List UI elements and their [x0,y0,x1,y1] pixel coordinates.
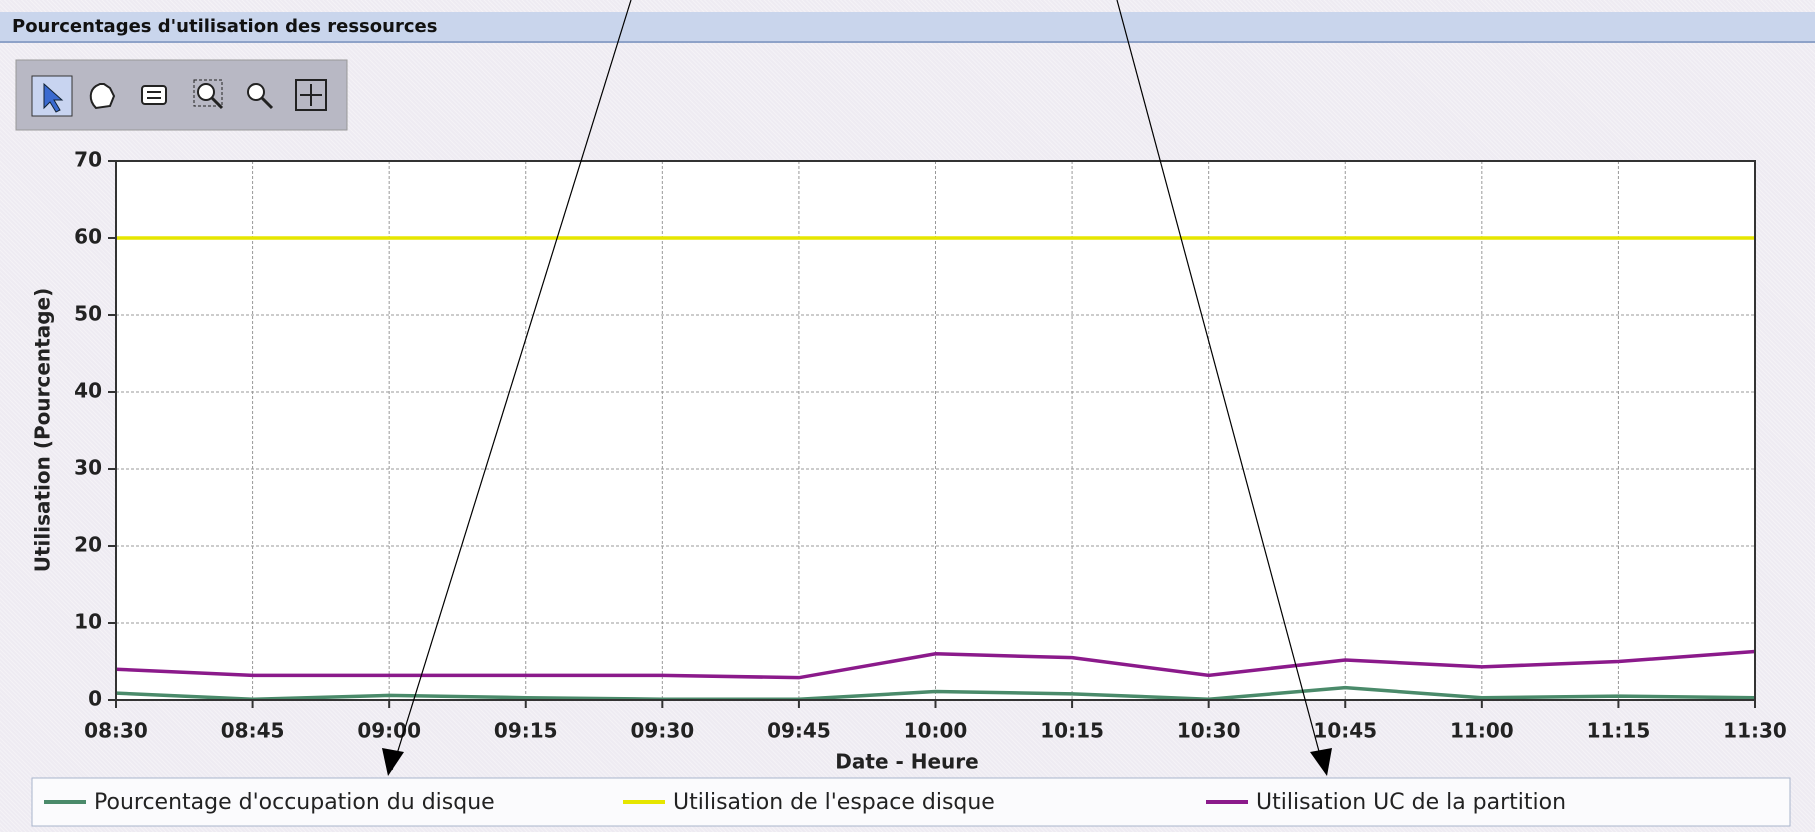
zoom-out-tool[interactable] [247,83,265,101]
x-tick-label: 08:45 [221,719,285,743]
x-tick-label: 11:30 [1723,719,1787,743]
x-tick-label: 08:30 [84,719,148,743]
legend-label: Utilisation UC de la partition [1256,790,1566,815]
header-bar [0,12,1815,42]
fit-tool[interactable] [295,79,327,111]
x-tick-label: 11:15 [1587,719,1651,743]
x-tick-label: 10:00 [904,719,968,743]
legend-label: Pourcentage d'occupation du disque [94,790,495,815]
header-title: Pourcentages d'utilisation des ressource… [12,16,437,37]
y-tick-label: 20 [74,533,102,557]
y-tick-label: 60 [74,225,102,249]
x-tick-label: 10:15 [1040,719,1104,743]
x-tick-label: 09:45 [767,719,831,743]
zoom-box-tool[interactable] [193,79,223,107]
y-tick-label: 0 [88,687,102,711]
toolbar [15,59,348,131]
legend-label: Utilisation de l'espace disque [673,790,995,815]
pan-tool[interactable] [89,83,116,110]
plot-area [116,161,1755,700]
legend: Pourcentage d'occupation du disque Utilis… [44,790,1566,815]
x-tick-label: 10:30 [1177,719,1241,743]
y-tick-label: 70 [74,148,102,172]
label-tool[interactable] [141,85,167,105]
y-tick-label: 50 [74,302,102,326]
annotation-arrow [391,0,632,771]
x-tick-label: 09:00 [357,719,421,743]
legend-box [31,777,1791,827]
x-tick-label: 10:45 [1313,719,1377,743]
x-tick-label: 09:30 [630,719,694,743]
x-axis-title: Date - Heure [835,750,978,774]
y-tick-label: 10 [74,610,102,634]
arrow-head [382,748,404,776]
series-line [115,685,1756,701]
annotation-arrow [1116,0,1325,771]
y-axis-title: Utilisation (Pourcentage) [31,288,55,573]
plot-border [115,160,1756,701]
y-tick-label: 30 [74,456,102,480]
lines [115,236,1756,701]
x-tick-label: 11:00 [1450,719,1514,743]
y-tick-label: 40 [74,379,102,403]
series-line [115,649,1756,680]
x-tick-label: 09:15 [494,719,558,743]
arrow-head [1310,748,1332,776]
